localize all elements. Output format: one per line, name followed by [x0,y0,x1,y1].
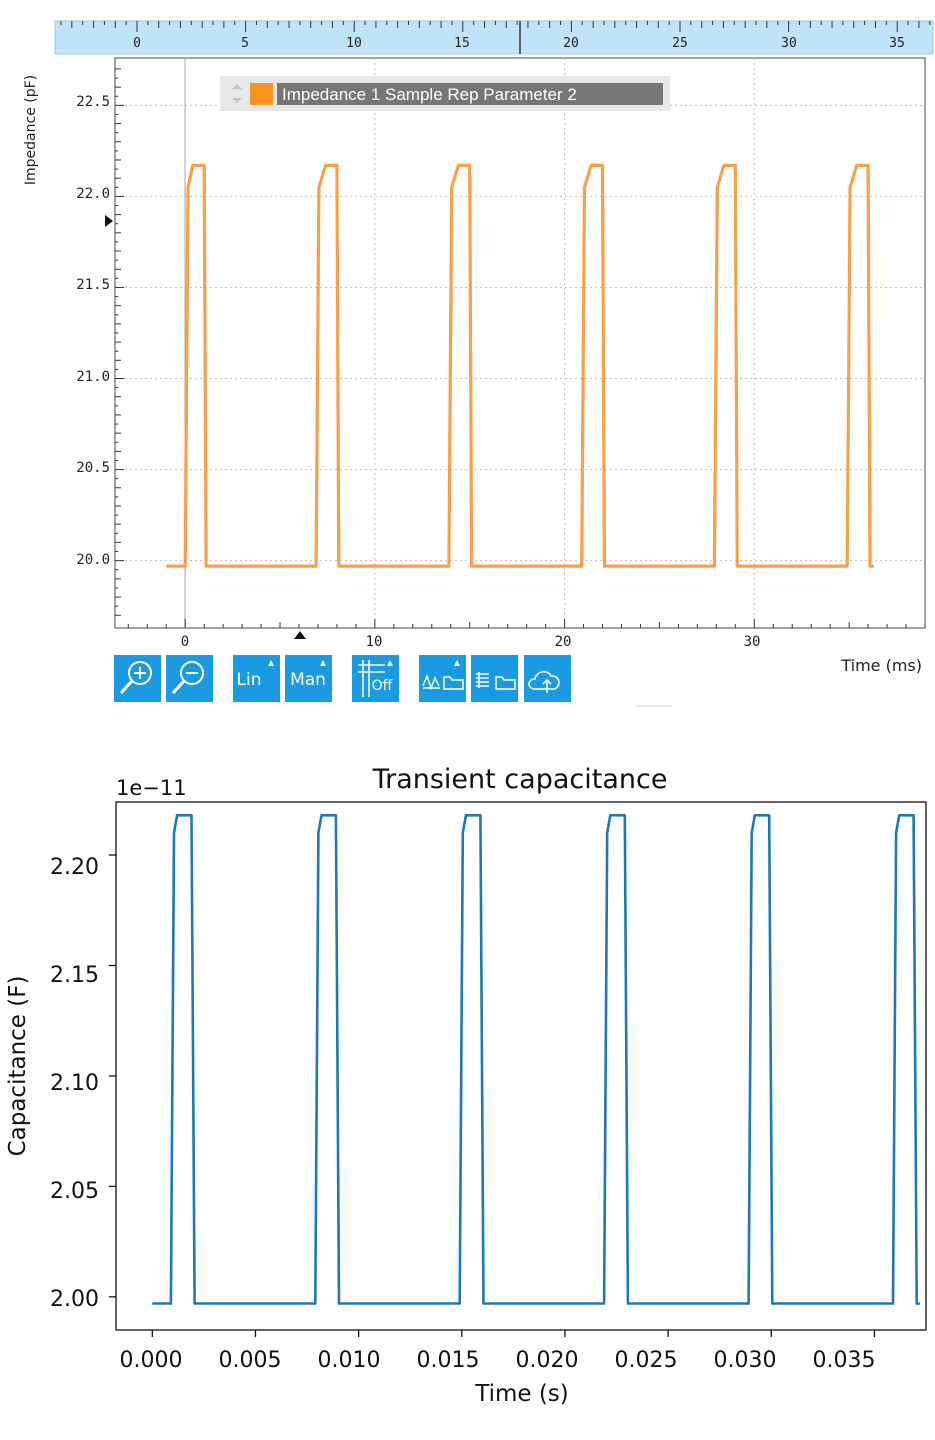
top-y-axis-label: Impedance (pF) [23,75,39,185]
cloud-upload-button[interactable] [524,655,571,702]
x-tick-label: 0.035 [813,1348,876,1373]
x-tick-label: 0.010 [318,1348,381,1373]
y-tick-label: 2.20 [50,855,99,880]
y-offset-label: 1e−11 [116,776,187,800]
dropdown-arrow-icon [387,660,393,666]
y-level-marker[interactable] [105,215,113,227]
capacitance-series-line [152,813,920,1305]
export-waveform-icon [422,673,464,691]
range-man-button[interactable]: Man [285,655,332,702]
y-tick-label: 22.0 [76,186,110,202]
top-x-axis-label: Time (ms) [840,656,922,675]
y-tick-label: 21.0 [76,369,110,385]
x-tick-label: 0.005 [219,1348,282,1373]
x-tick-label: 0.025 [615,1348,678,1373]
top-legend[interactable]: Impedance 1 Sample Rep Parameter 2 [220,76,670,111]
ruler-tick-label: 5 [241,36,249,51]
top-axis-ticks [115,68,926,628]
dropdown-arrow-icon [454,660,460,666]
ruler-tick-label: 30 [781,36,797,51]
ruler-tick-label: 0 [133,36,141,51]
x-tick-label: 0.030 [714,1348,777,1373]
scale-lin-label: Lin [237,670,262,690]
x-tick-label: 0.015 [417,1348,480,1373]
cursor-off-button[interactable]: Off [352,655,399,702]
top-gridlines [115,58,925,628]
time-ruler[interactable] [54,20,934,55]
zoom-in-icon [119,661,152,695]
x-position-marker[interactable] [294,631,306,639]
top-chart: 0 5 10 15 20 25 30 35 22.5 22.0 21.5 21.… [23,20,934,707]
chart-toolbar: Lin Man Off [114,655,571,702]
bottom-chart-title: Transient capacitance [372,764,668,795]
legend-swatch [250,83,273,105]
ruler-tick-label: 10 [346,36,362,51]
bottom-x-axis-label: Time (s) [474,1381,569,1407]
bottom-chart: Transient capacitance 1e−11 2.00 2.05 2.… [5,764,927,1407]
ruler-tick-label: 25 [672,36,688,51]
dropdown-arrow-icon [320,660,326,666]
cloud-upload-icon [528,670,560,693]
bottom-y-axis-label: Capacitance (F) [5,976,31,1157]
export-waveform-button[interactable] [419,655,466,702]
y-tick-label: 20.0 [76,552,110,568]
zoom-in-button[interactable] [114,655,161,702]
x-tick-label: 0 [181,634,189,650]
export-table-button[interactable] [471,655,518,702]
y-tick-label: 2.05 [50,1179,99,1204]
zoom-out-button[interactable] [166,655,213,702]
export-table-icon [476,672,516,690]
x-tick-label: 0.000 [120,1348,183,1373]
impedance-series-line [166,163,874,568]
y-tick-label: 21.5 [76,277,110,293]
x-tick-label: 0.020 [516,1348,579,1373]
legend-label-box[interactable] [277,83,663,105]
ruler-tick-label: 20 [563,36,579,51]
range-man-label: Man [290,670,326,690]
ruler-tick-label: 35 [889,36,905,51]
ruler-minor-ticks [60,21,931,32]
ruler-tick-label: 15 [454,36,470,51]
legend-scroll-up-icon[interactable] [232,84,242,89]
top-plot-area[interactable] [114,57,926,629]
cursor-grid-icon [358,660,385,697]
x-tick-label: 20 [555,634,572,650]
zoom-out-icon [171,661,204,695]
x-tick-label: 10 [366,634,383,650]
bottom-plot-area[interactable] [115,801,927,1331]
y-tick-label: 2.15 [50,963,99,988]
cursor-off-label: Off [372,678,393,694]
y-tick-label: 20.5 [76,460,110,476]
x-tick-label: 30 [744,634,761,650]
legend-scroll-down-icon[interactable] [232,98,242,103]
bottom-axis-ticks [109,854,876,1337]
legend-label: Impedance 1 Sample Rep Parameter 2 [282,85,577,104]
y-tick-label: 2.10 [50,1071,99,1096]
dropdown-arrow-icon [268,660,274,666]
y-tick-label: 22.5 [76,94,110,110]
scale-lin-button[interactable]: Lin [233,655,280,702]
y-tick-label: 2.00 [50,1287,99,1312]
